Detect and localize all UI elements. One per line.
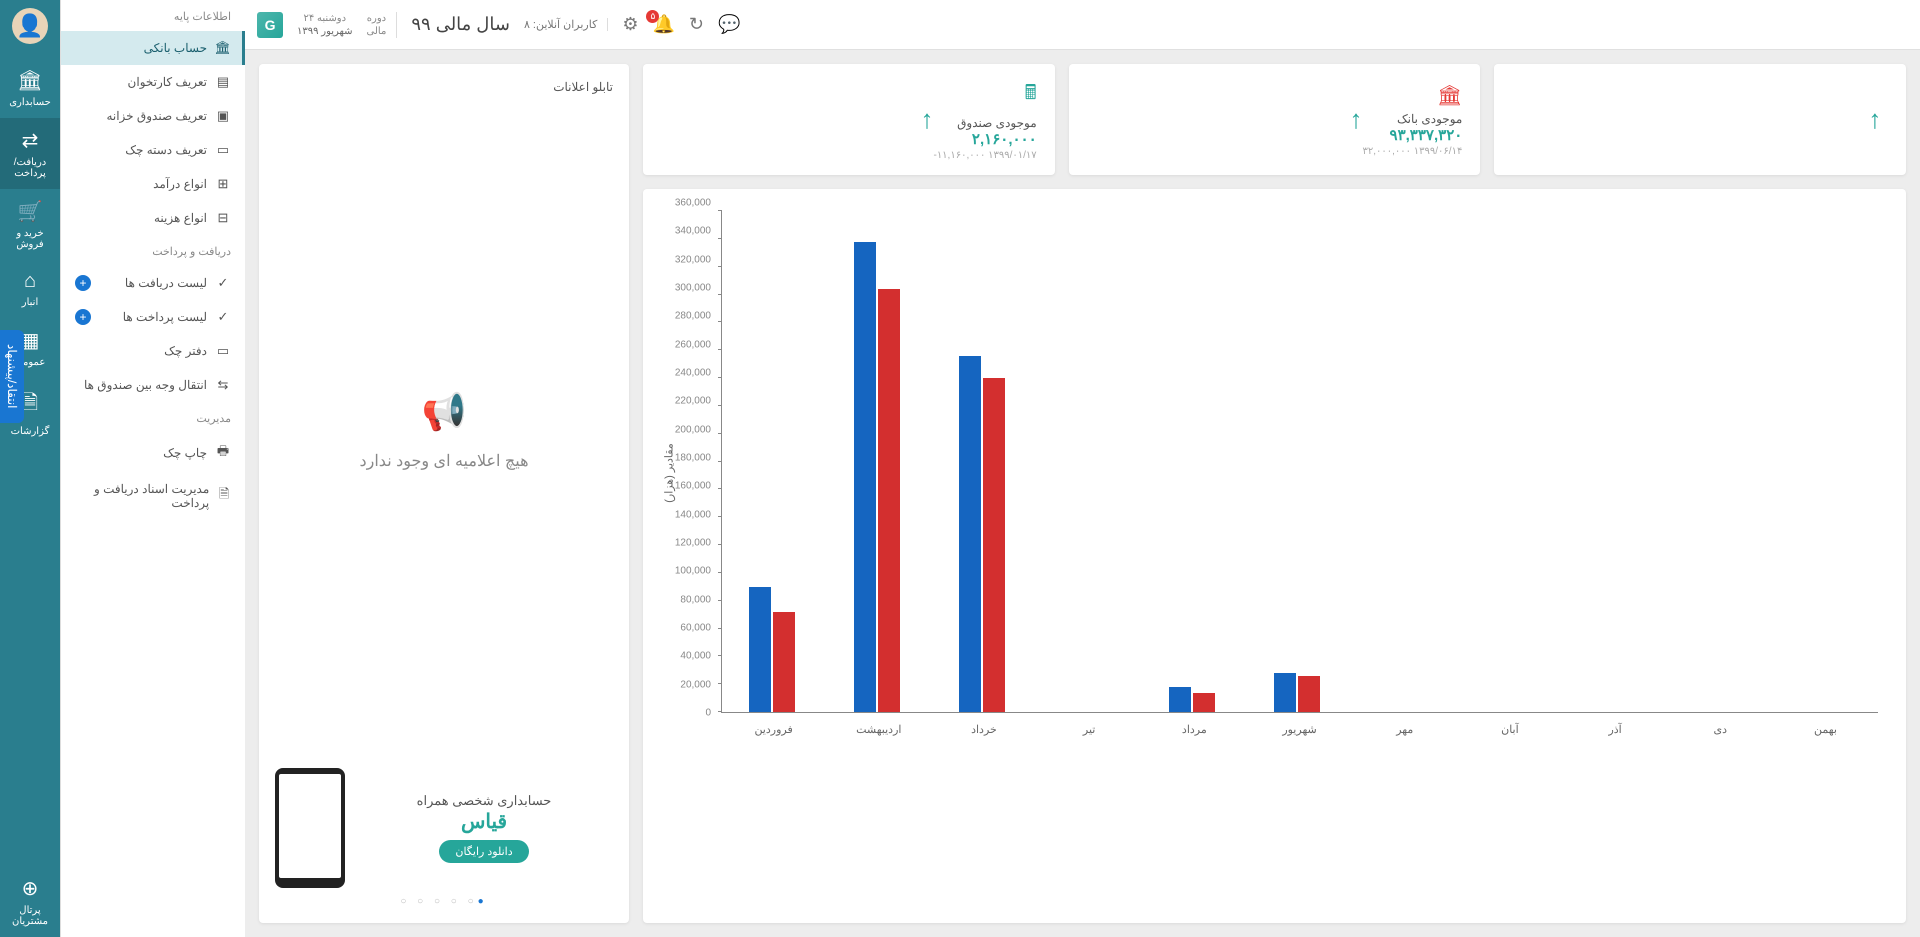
x-axis-label: دی: [1668, 717, 1773, 743]
nav-item[interactable]: 🛒خرید و فروش: [0, 189, 60, 260]
bar-group: [1773, 211, 1878, 712]
megaphone-icon: 📢: [422, 391, 467, 433]
bar-group: [1353, 211, 1458, 712]
online-users: کاربران آنلاین: ۸: [524, 18, 608, 31]
bar: [959, 356, 981, 712]
globe-icon: ⊕: [2, 876, 58, 901]
topbar: 💬 ↻ 🔔۵ ⚙ کاربران آنلاین: ۸ سال مالی ۹۹ د…: [245, 0, 1920, 50]
feedback-tab[interactable]: انتقاد/پیشنهاد: [0, 330, 24, 423]
stat-value: ۲,۱۶۰,۰۰۰: [933, 130, 1036, 148]
x-axis-label: شهریور: [1247, 717, 1352, 743]
date-display: دوشنبه ۲۴ شهریور ۱۳۹۹: [297, 12, 353, 38]
submenu-item[interactable]: ▭تعریف دسته چک: [61, 133, 245, 167]
bar: [983, 378, 1005, 712]
x-axis-label: آذر: [1563, 717, 1668, 743]
bar: [1298, 676, 1320, 712]
submenu-item[interactable]: 🏛حساب بانکی: [61, 31, 245, 65]
x-axis-label: آبان: [1457, 717, 1562, 743]
bar-group: [1458, 211, 1563, 712]
submenu-item[interactable]: ⇆انتقال وجه بین صندوق ها: [61, 368, 245, 402]
arrow-up-icon: ↑: [920, 104, 933, 135]
x-axis-label: مرداد: [1142, 717, 1247, 743]
submenu-item[interactable]: 🖶چاپ چک: [61, 433, 245, 473]
bar: [1193, 693, 1215, 712]
nav-item[interactable]: ⌂انبار: [0, 260, 60, 318]
bar-group: [1142, 211, 1247, 712]
stat-cards-row: ··· ↑ 🏛 موجودی بانک ۹۳,۳۳۷,۳۲۰ ۱۳۹۹/۰۶/۱…: [643, 64, 1906, 175]
bar-group: [1037, 211, 1142, 712]
history-icon[interactable]: ↻: [689, 14, 704, 35]
chart-card: مقادیر (هزار) 020,00040,00060,00080,0001…: [643, 189, 1906, 923]
bar-group: [722, 211, 827, 712]
bar-group: [1563, 211, 1668, 712]
notifications-icon[interactable]: 🔔۵: [652, 14, 674, 35]
period-label: دوره مالی: [367, 12, 398, 38]
x-axis-label: خرداد: [931, 717, 1036, 743]
nav-portal[interactable]: ⊕ پرتال مشتریان: [0, 866, 60, 937]
bar: [1169, 687, 1191, 712]
submenu-item[interactable]: 🗎مدیریت اسناد دریافت و پرداخت: [61, 473, 245, 519]
submenu: اطلاعات پایه🏛حساب بانکی▤تعریف کارتخوان▣ت…: [60, 0, 245, 937]
bar: [878, 289, 900, 712]
stat-sub: ۱۳۹۹/۰۱/۱۷ ۱۱,۱۶۰,۰۰۰-: [933, 150, 1036, 161]
arrow-up-icon: ↑: [1349, 104, 1362, 135]
bar: [773, 612, 795, 712]
stat-label: موجودی بانک: [1362, 112, 1462, 126]
avatar[interactable]: 👤: [12, 8, 48, 44]
stat-card-bank[interactable]: 🏛 موجودی بانک ۹۳,۳۳۷,۳۲۰ ۱۳۹۹/۰۶/۱۴ ۳۲,۰…: [1069, 64, 1481, 175]
x-axis-label: اردیبهشت: [826, 717, 931, 743]
notification-badge: ۵: [646, 10, 659, 23]
stat-label: موجودی صندوق: [933, 116, 1036, 130]
x-axis-label: بهمن: [1773, 717, 1878, 743]
notice-card: تابلو اعلانات 📢 هیچ اعلامیه ای وجود ندار…: [259, 64, 629, 923]
download-button[interactable]: دانلود رایگان: [439, 840, 528, 863]
add-icon[interactable]: +: [75, 275, 91, 291]
bar: [1274, 673, 1296, 712]
bar-group: [827, 211, 932, 712]
stat-card-cash[interactable]: 🖩 موجودی صندوق ۲,۱۶۰,۰۰۰ ۱۳۹۹/۰۱/۱۷ ۱۱,۱…: [643, 64, 1055, 175]
bar-group: [1668, 211, 1773, 712]
submenu-section-title: مدیریت: [61, 402, 245, 433]
stat-sub: ۱۳۹۹/۰۶/۱۴ ۳۲,۰۰۰,۰۰۰: [1362, 146, 1462, 157]
stat-value: ۹۳,۳۳۷,۳۲۰: [1362, 126, 1462, 144]
bar: [749, 587, 771, 712]
bar-group: [1247, 211, 1352, 712]
bar: [854, 242, 876, 712]
submenu-section-title: دریافت و پرداخت: [61, 235, 245, 266]
chat-icon[interactable]: 💬: [718, 14, 740, 35]
phone-mockup: [275, 768, 345, 888]
fiscal-year: سال مالی ۹۹: [411, 14, 510, 35]
nav-item[interactable]: 🏛حسابداری: [0, 58, 60, 118]
submenu-item[interactable]: ▤تعریف کارتخوان: [61, 65, 245, 99]
submenu-item[interactable]: ▣تعریف صندوق خزانه: [61, 99, 245, 133]
carousel-dots[interactable]: ●○ ○ ○ ○ ○: [275, 888, 613, 907]
promo-banner[interactable]: حسابداری شخصی همراه قیاس دانلود رایگان: [275, 758, 613, 888]
submenu-item[interactable]: ▭دفتر چک: [61, 334, 245, 368]
bar-group: [932, 211, 1037, 712]
x-axis-label: مهر: [1352, 717, 1457, 743]
cash-icon: 🖩: [933, 78, 1036, 112]
bank-icon: 🏛: [1362, 83, 1462, 108]
submenu-item[interactable]: ✓لیست پرداخت ها+: [61, 300, 245, 334]
stat-card-empty: ··· ↑: [1494, 64, 1906, 175]
x-axis-label: فروردین: [721, 717, 826, 743]
add-icon[interactable]: +: [75, 309, 91, 325]
app-logo: G: [257, 12, 283, 38]
submenu-item[interactable]: ⊞انواع درآمد: [61, 167, 245, 201]
notice-empty-text: هیچ اعلامیه ای وجود ندارد: [360, 451, 529, 471]
nav-rail: 👤 🏛حسابداری⇄دریافت/پرداخت🛒خرید و فروش⌂ان…: [0, 0, 60, 937]
submenu-item[interactable]: ⊟انواع هزینه: [61, 201, 245, 235]
nav-item[interactable]: ⇄دریافت/پرداخت: [0, 118, 60, 189]
submenu-item[interactable]: ✓لیست دریافت ها+: [61, 266, 245, 300]
x-axis-label: تیر: [1037, 717, 1142, 743]
settings-icon[interactable]: ⚙: [622, 14, 638, 35]
submenu-section-title: اطلاعات پایه: [61, 0, 245, 31]
arrow-up-icon: ↑: [1868, 104, 1881, 135]
notice-title: تابلو اعلانات: [275, 80, 613, 94]
